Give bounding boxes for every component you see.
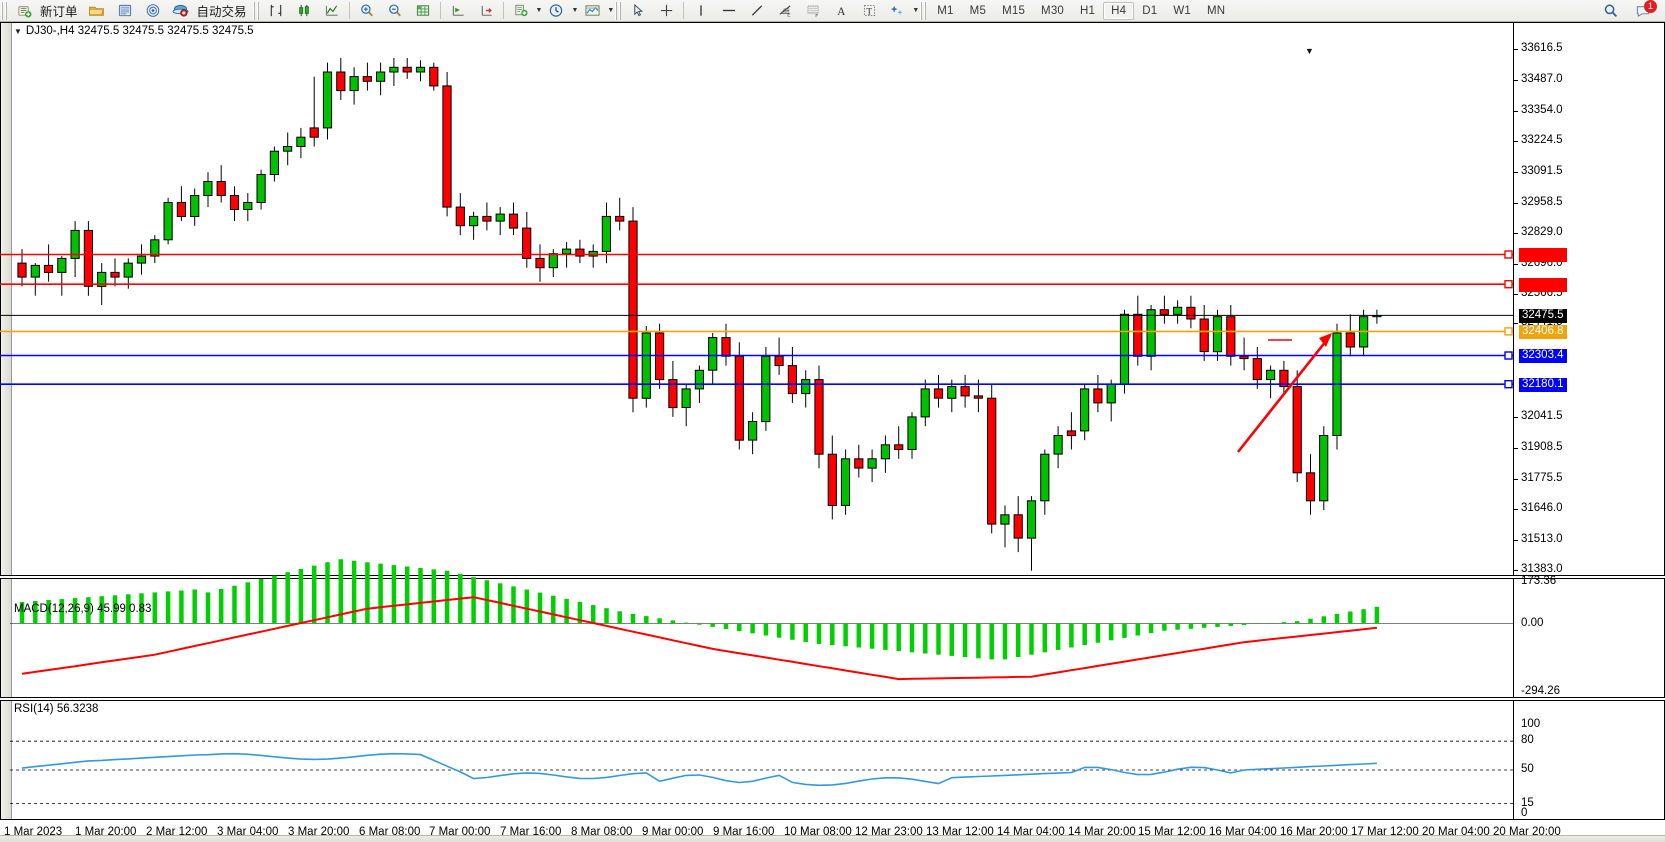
new-order-label[interactable]: 新订单 (40, 5, 78, 19)
toolbar-grip[interactable] (1, 1, 8, 20)
autotrading-icon[interactable] (167, 0, 195, 22)
vertical-line-icon[interactable] (687, 0, 715, 22)
svg-text:E: E (787, 13, 790, 18)
chart-top-marker-icon: ▼ (1305, 46, 1314, 56)
templates-dropdown-caret[interactable]: ▼ (607, 7, 615, 14)
page-title: DJ30-,H4 32475.5 32475.5 32475.5 32475.5 (25, 25, 254, 37)
toolbar-grip-4[interactable] (920, 1, 928, 20)
fibonacci-icon[interactable]: E (771, 0, 799, 22)
autotrading-label[interactable]: 自动交易 (196, 5, 247, 19)
timeframe-m15[interactable]: M15 (1002, 4, 1026, 17)
chevron-down-icon[interactable]: ▼ (14, 26, 22, 36)
timeframe-m30[interactable]: M30 (1041, 4, 1065, 17)
macd-indicator-label: MACD(12,26,9) 45.99 0.83 (14, 603, 152, 615)
rsi-indicator-label: RSI(14) 56.3238 (14, 703, 99, 715)
channel-icon[interactable]: F (799, 0, 827, 22)
auto-scroll-icon[interactable] (472, 0, 500, 22)
rsi-pane-scrollbar[interactable] (1, 701, 12, 819)
signals-icon[interactable] (139, 0, 167, 22)
toolbar-grip-3[interactable] (615, 1, 623, 20)
text-icon[interactable]: A (827, 0, 855, 22)
objects-icon[interactable] (883, 0, 911, 22)
chart-canvas (0, 58, 1513, 804)
line-chart-icon[interactable] (318, 0, 346, 22)
text-label-icon[interactable]: T (855, 0, 883, 22)
templates-icon[interactable] (578, 0, 606, 22)
timeframe-w1[interactable]: W1 (1173, 4, 1192, 17)
macd-pane-scrollbar[interactable] (1, 579, 12, 697)
status-bar (0, 835, 1665, 842)
svg-text:F: F (815, 13, 818, 18)
indicators-dropdown-caret[interactable]: ▼ (535, 7, 543, 14)
svg-text:T: T (866, 7, 872, 17)
indicators-icon[interactable] (507, 0, 535, 22)
notification-badge: 1 (1644, 0, 1657, 13)
bar-chart-icon[interactable] (262, 0, 290, 22)
crosshair-icon[interactable] (652, 0, 680, 22)
trendline-icon[interactable] (743, 0, 771, 22)
main-toolbar: 新订单 自动交易 ▼ ▼ (0, 0, 1665, 22)
search-icon[interactable] (1597, 0, 1625, 22)
timeframe-mn[interactable]: MN (1207, 4, 1226, 17)
grid-icon[interactable] (409, 0, 437, 22)
timeframe-bar: M1 M5 M15 M30 H1 H4 D1 W1 MN (929, 1, 1233, 20)
rsi-pane[interactable] (0, 700, 1665, 820)
objects-dropdown-caret[interactable]: ▼ (912, 7, 920, 14)
zoom-in-icon[interactable] (353, 0, 381, 22)
timeframe-h1[interactable]: H1 (1080, 4, 1096, 17)
data-window-icon[interactable] (111, 0, 139, 22)
timeframe-m1[interactable]: M1 (937, 4, 954, 17)
price-pane-scrollbar[interactable] (1, 23, 12, 575)
timeframe-m5[interactable]: M5 (969, 4, 987, 17)
period-dropdown-caret[interactable]: ▼ (571, 7, 579, 14)
new-order-icon[interactable] (10, 0, 38, 22)
chart-title-bar: ▼ DJ30-,H4 32475.5 32475.5 32475.5 32475… (14, 25, 254, 37)
folder-icon[interactable] (83, 0, 111, 22)
cursor-icon[interactable] (624, 0, 652, 22)
zoom-out-icon[interactable] (381, 0, 409, 22)
toolbar-grip-2[interactable] (252, 1, 260, 20)
horizontal-line-icon[interactable] (715, 0, 743, 22)
notification-icon[interactable]: 1 (1629, 0, 1657, 22)
timeframe-h4[interactable]: H4 (1103, 1, 1135, 20)
period-icon[interactable] (542, 0, 570, 22)
svg-text:A: A (838, 6, 847, 18)
chart-area[interactable]: ▼ DJ30-,H4 32475.5 32475.5 32475.5 32475… (0, 22, 1665, 842)
timeframe-d1[interactable]: D1 (1142, 4, 1158, 17)
chart-shift-icon[interactable] (444, 0, 472, 22)
candlestick-chart-icon[interactable] (290, 0, 318, 22)
